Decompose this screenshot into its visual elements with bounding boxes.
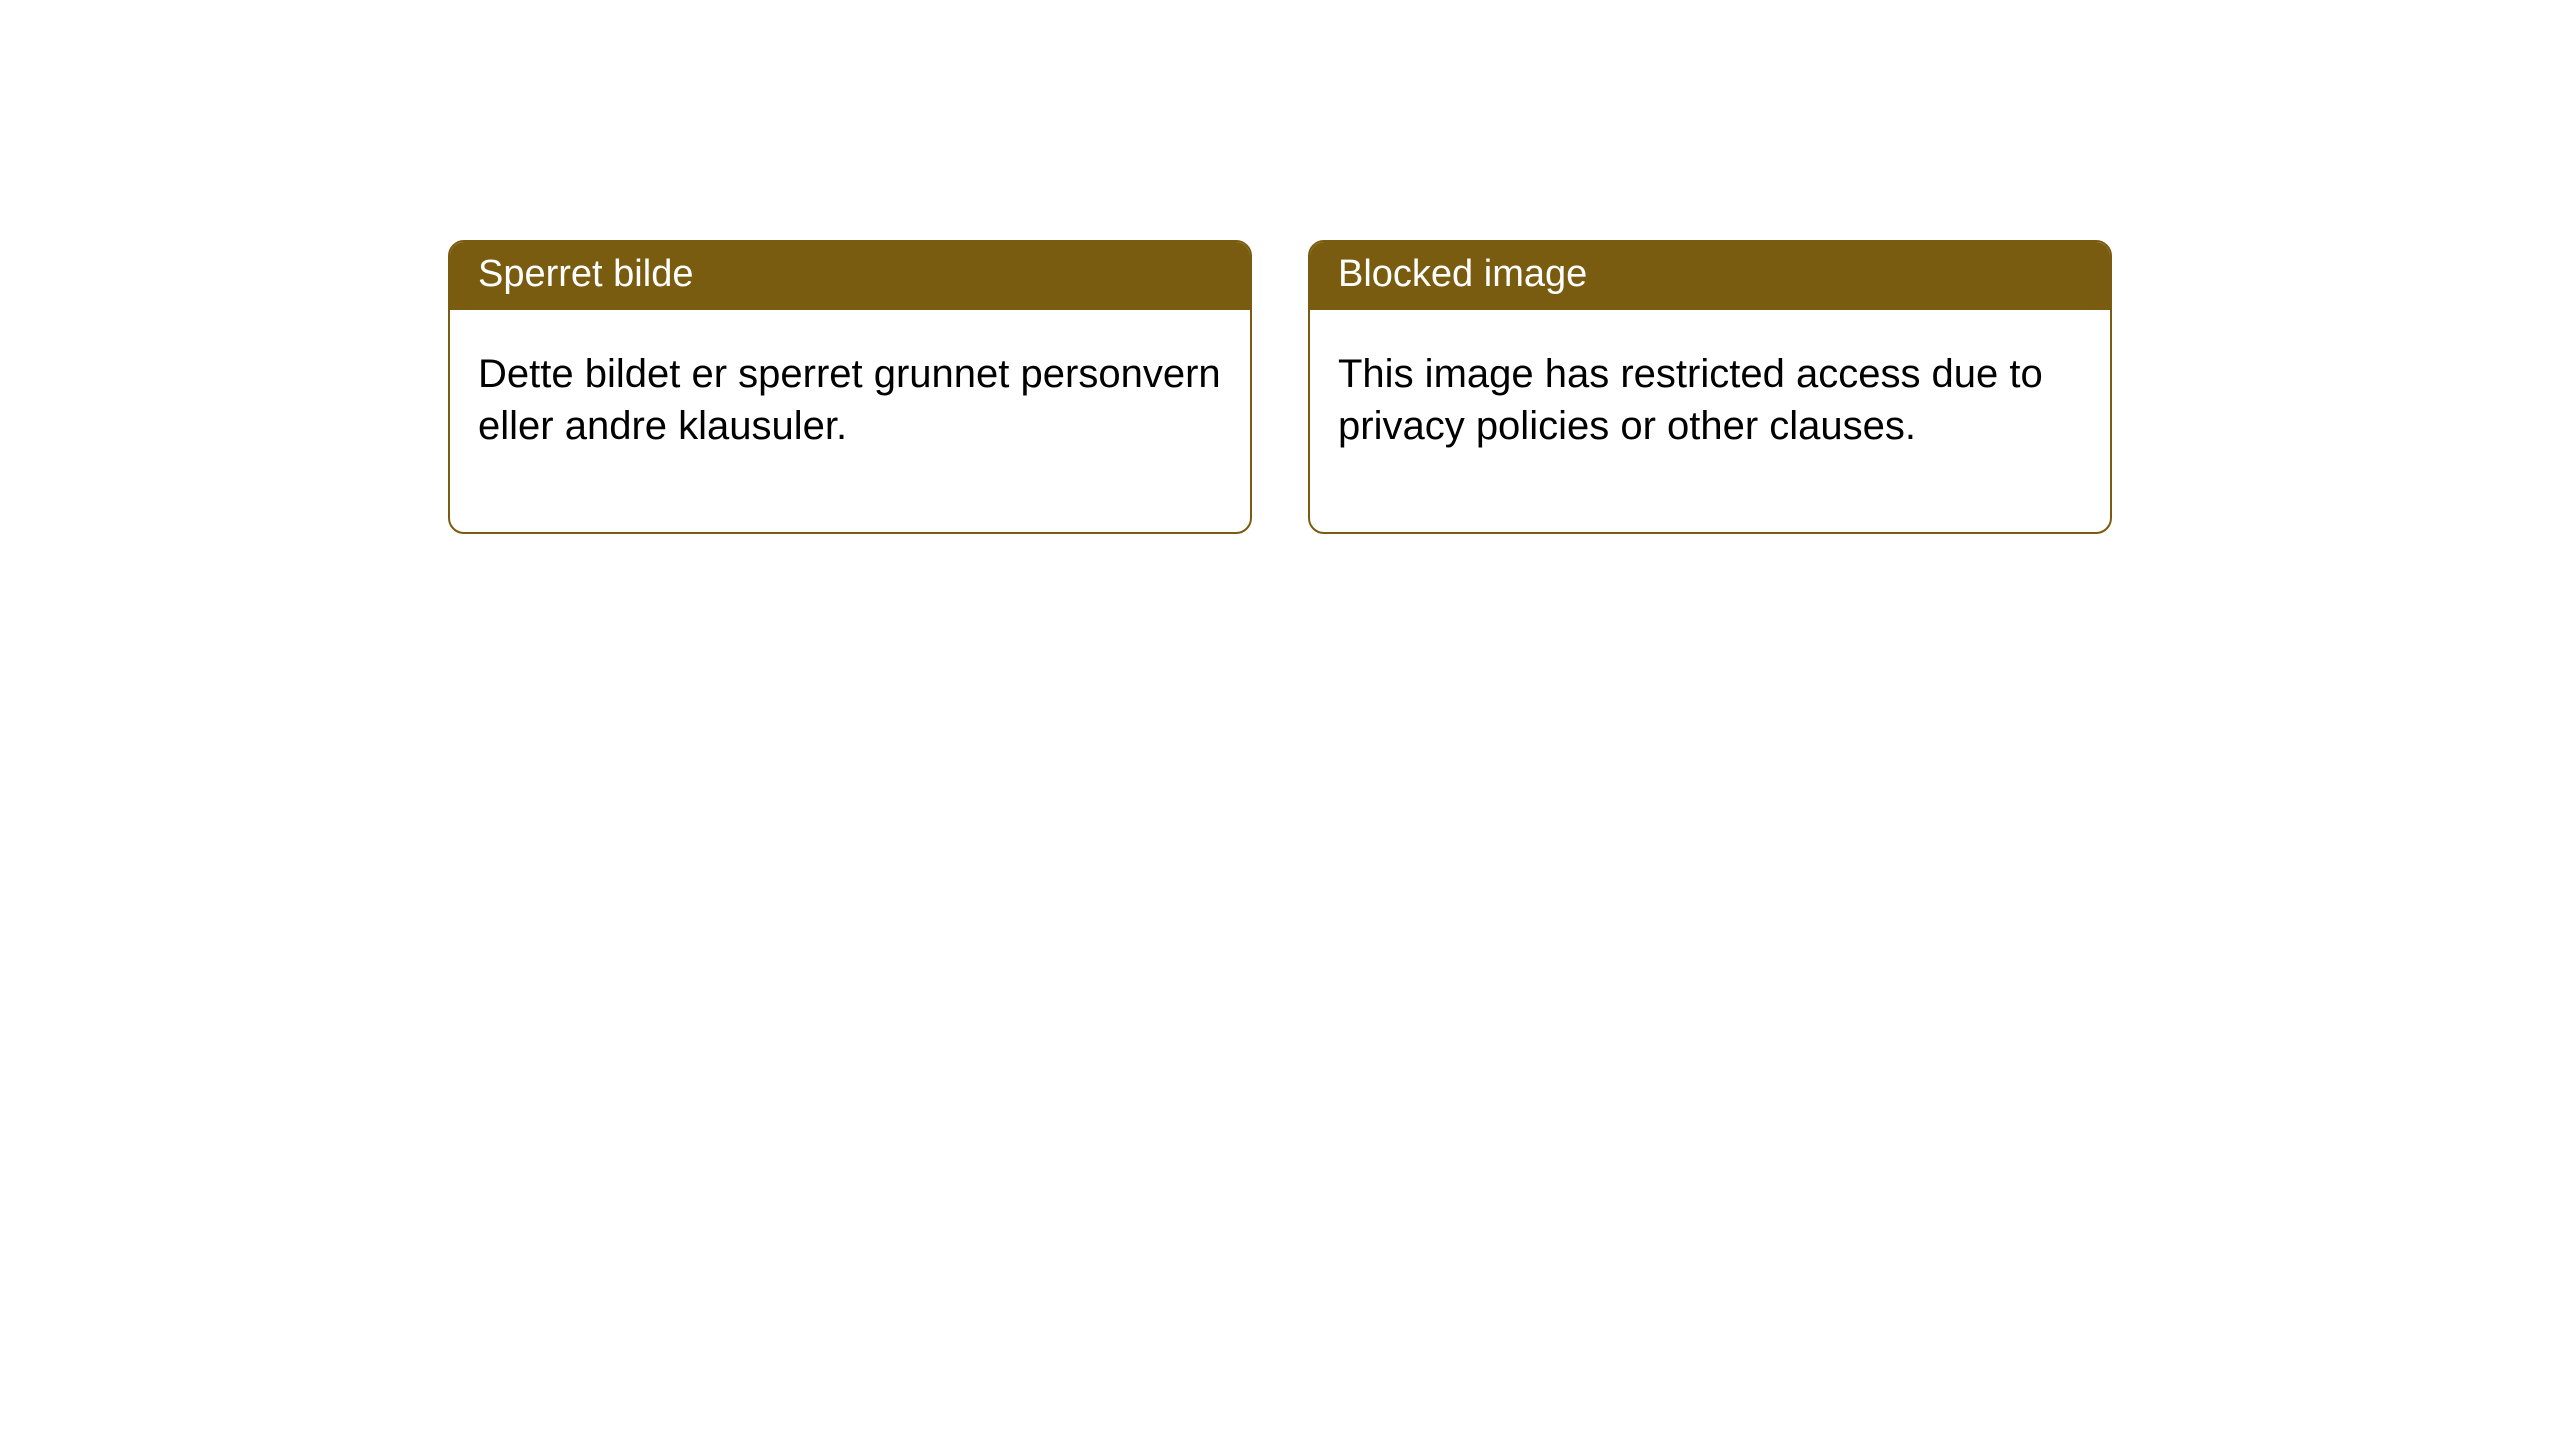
notice-card-norwegian: Sperret bilde Dette bildet er sperret gr… <box>448 240 1252 534</box>
notice-title: Blocked image <box>1338 253 1587 295</box>
notice-title: Sperret bilde <box>478 253 693 295</box>
notice-header: Blocked image <box>1310 242 2110 310</box>
notice-header: Sperret bilde <box>450 242 1250 310</box>
notice-body: This image has restricted access due to … <box>1310 310 2110 532</box>
notice-card-english: Blocked image This image has restricted … <box>1308 240 2112 534</box>
notice-message: Dette bildet er sperret grunnet personve… <box>478 352 1221 448</box>
notice-body: Dette bildet er sperret grunnet personve… <box>450 310 1250 532</box>
notice-message: This image has restricted access due to … <box>1338 352 2043 448</box>
notice-container: Sperret bilde Dette bildet er sperret gr… <box>0 0 2560 534</box>
